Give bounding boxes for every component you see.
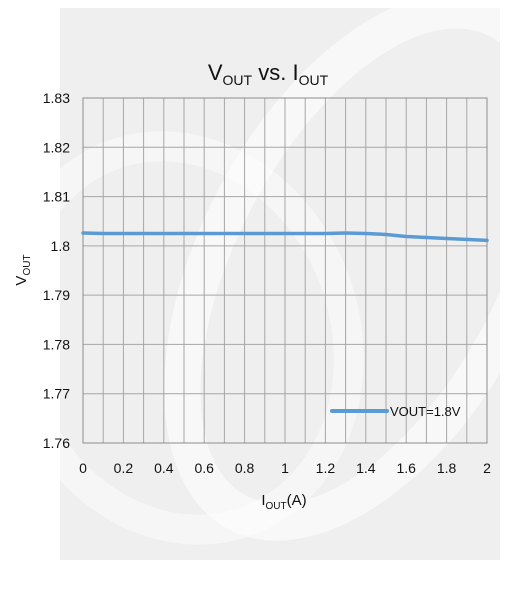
x-tick-label: 1.8 (437, 460, 457, 476)
y-axis-label: VOUT (13, 254, 33, 285)
x-tick-label: 0.6 (194, 460, 214, 476)
legend: VOUT=1.8V (330, 404, 461, 419)
x-axis-label: IOUT(A) (261, 492, 306, 512)
y-tick-label: 1.81 (43, 189, 70, 205)
y-tick-label: 1.77 (43, 386, 70, 402)
x-tick-label: 1.6 (396, 460, 416, 476)
x-tick-label: 0.2 (114, 460, 134, 476)
y-tick-label: 1.82 (43, 139, 70, 155)
x-tick-label: 0.4 (154, 460, 174, 476)
series-lines (81, 231, 489, 243)
x-tick-label: 0 (79, 460, 87, 476)
plot-area-border (82, 97, 488, 444)
x-tick-labels: 0 0.2 0.4 0.6 0.8 1 1.2 1.4 1.6 1.8 2 (79, 460, 491, 476)
x-tick-label: 1 (281, 460, 289, 476)
y-tick-label: 1.78 (43, 336, 70, 352)
y-tick-label: 1.79 (43, 287, 70, 303)
y-tick-label: 1.8 (51, 238, 71, 254)
grid (83, 98, 487, 443)
y-tick-label: 1.83 (43, 90, 70, 106)
x-tick-label: 0.8 (235, 460, 255, 476)
chart: 1.831.821.811.81.791.781.771.76 0 0.2 0.4 0… (13, 60, 491, 512)
y-tick-label: 1.76 (43, 435, 70, 451)
series-line (81, 231, 489, 243)
chart-title: VOUT vs. IOUT (208, 60, 329, 88)
legend-label: VOUT=1.8V (390, 404, 461, 419)
x-tick-label: 2 (483, 460, 491, 476)
x-tick-label: 1.2 (316, 460, 336, 476)
y-tick-labels: 1.83 1.82 1.81 1.8 1.79 1.78 1.77 1.76 (43, 90, 70, 451)
x-tick-label: 1.4 (356, 460, 376, 476)
